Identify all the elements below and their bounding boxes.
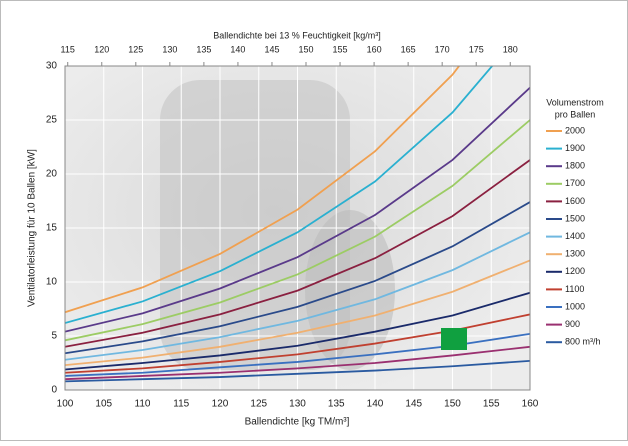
x-axis-title: Ballendichte [kg TM/m³] <box>245 417 350 428</box>
series-line <box>65 231 530 361</box>
x2-tick-label: 180 <box>503 44 518 54</box>
x2-axis-title: Ballendichte bei 13 % Feuchtigkeit [kg/m… <box>213 30 381 40</box>
bale-photo <box>160 80 350 370</box>
series-line <box>65 119 530 342</box>
legend-label: 800 m³/h <box>565 337 601 347</box>
legend-label: 1200 <box>565 266 585 276</box>
legend-label: 1500 <box>565 213 585 223</box>
legend-label: 1300 <box>565 249 585 259</box>
legend-label: 1100 <box>565 284 584 294</box>
x-tick-label: 145 <box>405 399 422 410</box>
x-tick-label: 155 <box>483 399 500 410</box>
x-tick-label: 105 <box>95 399 112 410</box>
x2-tick-label: 150 <box>298 44 313 54</box>
x-tick-label: 125 <box>250 399 267 410</box>
x2-tick-label: 130 <box>162 44 177 54</box>
legend-title: pro Ballen <box>555 109 596 119</box>
x-tick-label: 160 <box>522 399 539 410</box>
x2-tick-label: 165 <box>401 44 416 54</box>
x2-tick-label: 115 <box>61 44 75 54</box>
x2-tick-label: 125 <box>128 44 143 54</box>
x2-tick-label: 170 <box>435 44 450 54</box>
x2-tick-label: 155 <box>333 44 348 54</box>
x-tick-label: 100 <box>57 399 74 410</box>
series-line <box>65 259 530 367</box>
y-tick-label: 0 <box>51 385 57 396</box>
y-tick-label: 10 <box>46 277 58 288</box>
x-tick-label: 115 <box>173 399 189 410</box>
x-tick-label: 130 <box>289 399 306 410</box>
y-tick-label: 5 <box>51 331 57 342</box>
x2-tick-label: 140 <box>230 44 245 54</box>
legend-label: 1800 <box>565 161 585 171</box>
series-line <box>65 359 530 383</box>
legend-label: 1700 <box>565 178 585 188</box>
series-line <box>65 201 530 355</box>
series-line <box>65 291 530 371</box>
x2-tick-label: 175 <box>469 44 484 54</box>
x-tick-label: 140 <box>367 399 384 410</box>
x2-tick-label: 120 <box>94 44 109 54</box>
legend-label: 1600 <box>565 196 585 206</box>
legend-label: 900 <box>565 319 580 329</box>
x2-tick-label: 135 <box>196 44 211 54</box>
series-line <box>65 159 530 348</box>
legend-label: 1900 <box>565 143 585 153</box>
y-tick-label: 20 <box>46 169 58 180</box>
x-tick-label: 135 <box>328 399 345 410</box>
plot-border <box>64 65 531 391</box>
highlight-marker <box>441 328 467 350</box>
series-line <box>65 66 494 324</box>
legend-label: 1400 <box>565 231 585 241</box>
y-tick-label: 15 <box>46 223 58 234</box>
series-line <box>65 66 461 314</box>
series-line <box>65 86 530 333</box>
y-tick-label: 30 <box>46 61 58 72</box>
x-tick-label: 110 <box>135 399 151 410</box>
y-tick-label: 25 <box>46 115 58 126</box>
x-tick-label: 120 <box>212 399 229 410</box>
series-line <box>65 345 530 381</box>
legend-title: Volumenstrom <box>546 97 604 107</box>
y-axis-title: Ventilatorleistung für 10 Ballen [kW] <box>27 149 38 307</box>
x2-tick-label: 145 <box>264 44 279 54</box>
x2-tick-label: 160 <box>367 44 382 54</box>
legend-label: 1000 <box>565 301 585 311</box>
x-tick-label: 150 <box>444 399 461 410</box>
legend-label: 2000 <box>565 125 585 135</box>
